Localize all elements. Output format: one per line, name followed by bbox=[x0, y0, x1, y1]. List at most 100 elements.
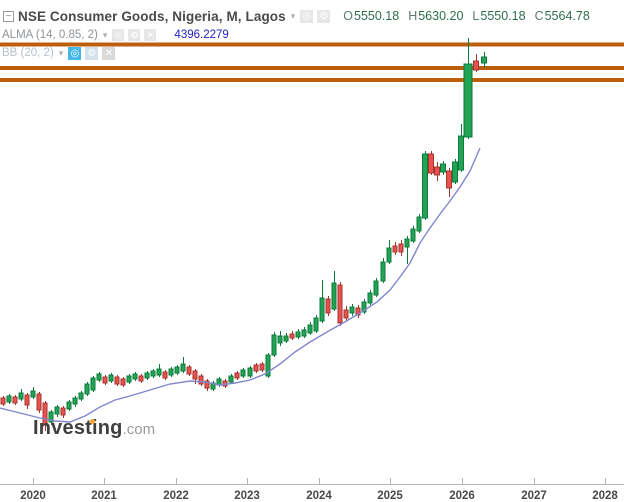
candle-body bbox=[138, 375, 144, 382]
collapse-icon[interactable]: − bbox=[3, 10, 14, 22]
bb-indicator-label[interactable]: BB (20, 2) bbox=[2, 47, 54, 59]
x-axis-label: 2028 bbox=[592, 490, 618, 502]
close-icon[interactable]: ✕ bbox=[102, 46, 116, 60]
chevron-down-icon[interactable]: ▾ bbox=[58, 47, 64, 58]
chevron-down-icon[interactable]: ▾ bbox=[102, 29, 108, 40]
candle-body bbox=[6, 395, 12, 403]
alma-indicator-value: 4396.2279 bbox=[174, 29, 229, 41]
candle-body bbox=[168, 368, 174, 376]
candle-body bbox=[18, 392, 24, 400]
x-axis-label: 2023 bbox=[234, 490, 260, 502]
candle-body bbox=[337, 284, 343, 324]
candle-body bbox=[30, 390, 36, 398]
candle-body bbox=[301, 329, 307, 337]
ohlc-readout: O 5550.18 H 5630.20 L 5550.18 C 5564.78 bbox=[343, 9, 590, 23]
candle-body bbox=[422, 153, 428, 219]
candle-body bbox=[361, 301, 367, 313]
candle-body bbox=[156, 368, 162, 376]
candle-body bbox=[114, 376, 120, 385]
x-axis-label: 2020 bbox=[20, 490, 46, 502]
candle-body bbox=[458, 135, 464, 171]
candle-body bbox=[180, 363, 186, 372]
candle-body bbox=[144, 372, 150, 379]
x-axis-label: 2027 bbox=[521, 490, 547, 502]
chevron-down-icon[interactable]: ▾ bbox=[290, 10, 296, 21]
x-axis-label: 2026 bbox=[449, 490, 475, 502]
x-axis-label: 2022 bbox=[163, 490, 189, 502]
candle-body bbox=[283, 335, 289, 342]
candle-body bbox=[398, 243, 404, 253]
candle-body bbox=[404, 238, 410, 248]
candle-body bbox=[120, 378, 126, 386]
investing-watermark: Investing.com bbox=[33, 417, 155, 440]
gear-icon[interactable]: ⚙ bbox=[85, 46, 99, 60]
x-axis-label: 2025 bbox=[377, 490, 403, 502]
candle-body bbox=[108, 374, 114, 382]
x-axis-label: 2024 bbox=[306, 490, 332, 502]
candle-body bbox=[265, 354, 271, 377]
indicator-row-bb: BB (20, 2) ▾ ◎ ⚙ ✕ bbox=[2, 45, 116, 61]
candle-body bbox=[289, 333, 295, 339]
candle-body bbox=[192, 370, 198, 380]
candle-body bbox=[247, 367, 253, 377]
candle-body bbox=[240, 369, 246, 377]
candle-body bbox=[446, 170, 452, 189]
x-axis-label: 2021 bbox=[91, 490, 117, 502]
candle-body bbox=[271, 334, 277, 356]
visibility-icon[interactable]: ◎ bbox=[68, 46, 82, 60]
candle-body bbox=[392, 245, 398, 253]
visibility-icon[interactable]: ◎ bbox=[112, 29, 125, 41]
candle-body bbox=[325, 298, 331, 314]
candle-body bbox=[132, 373, 138, 380]
candle-body bbox=[234, 372, 240, 379]
candle-body bbox=[204, 380, 210, 389]
candle-body bbox=[72, 397, 78, 405]
candle-body bbox=[473, 60, 479, 71]
candle-body bbox=[277, 335, 283, 344]
candle-body bbox=[186, 366, 192, 375]
candle-body bbox=[198, 375, 204, 385]
candle-body bbox=[481, 56, 487, 64]
candle-body bbox=[90, 377, 96, 391]
candle-body bbox=[410, 228, 416, 242]
candle-body bbox=[373, 280, 379, 296]
candle-body bbox=[60, 407, 66, 416]
candle-body bbox=[84, 383, 90, 395]
alma-line bbox=[0, 147, 481, 423]
alma-indicator-label[interactable]: ALMA (14, 0.85, 2) bbox=[2, 29, 98, 41]
candle-body bbox=[380, 261, 386, 282]
investing-logo-suffix: .com bbox=[122, 421, 156, 438]
ohlc-close: C 5564.78 bbox=[534, 9, 590, 23]
candle-body bbox=[319, 297, 325, 322]
candle-body bbox=[54, 406, 60, 415]
candle-body bbox=[12, 396, 18, 404]
visibility-icon[interactable]: ◎ bbox=[300, 9, 314, 23]
candle-body bbox=[355, 307, 361, 316]
candle-body bbox=[96, 373, 102, 381]
candle-body bbox=[428, 153, 434, 174]
ohlc-low: L 5550.18 bbox=[472, 9, 526, 23]
close-icon[interactable]: ✕ bbox=[144, 29, 157, 41]
candle-body bbox=[66, 401, 72, 410]
candle-body bbox=[24, 394, 30, 406]
candle-body bbox=[295, 331, 301, 338]
symbol-title[interactable]: NSE Consumer Goods, Nigeria, M, Lagos bbox=[18, 8, 286, 24]
candle-body bbox=[331, 282, 337, 310]
ohlc-open: O 5550.18 bbox=[343, 9, 400, 23]
candle-body bbox=[174, 366, 180, 374]
ohlc-high: H 5630.20 bbox=[408, 9, 464, 23]
candle-body bbox=[349, 306, 355, 314]
candle-body bbox=[126, 375, 132, 383]
candle-body bbox=[434, 166, 440, 176]
candle-body bbox=[0, 397, 6, 405]
candle-body bbox=[150, 370, 156, 377]
candle-body bbox=[343, 309, 349, 319]
candle-body bbox=[78, 392, 84, 400]
candle-body bbox=[367, 292, 373, 304]
indicator-row-alma: ALMA (14, 0.85, 2) ▾ ◎ ⚙ ✕ 4396.2279 bbox=[2, 27, 229, 43]
gear-icon[interactable]: ⚙ bbox=[317, 9, 331, 23]
candle-body bbox=[102, 376, 108, 384]
gear-icon[interactable]: ⚙ bbox=[128, 29, 141, 41]
